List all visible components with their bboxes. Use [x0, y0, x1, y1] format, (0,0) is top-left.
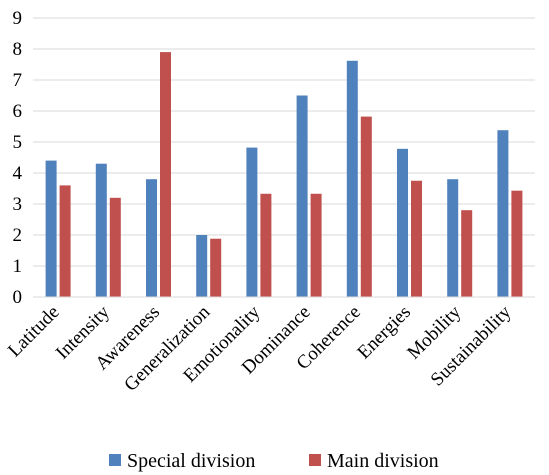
y-tick-label: 8: [13, 39, 23, 60]
y-tick-label: 5: [13, 132, 23, 153]
legend-swatch: [309, 454, 321, 466]
bar-special-division: [246, 147, 258, 297]
legend-swatch: [109, 454, 121, 466]
bar-main-division: [461, 210, 473, 297]
legend-label: Special division: [127, 450, 255, 472]
bar-main-division: [160, 52, 171, 297]
bar-special-division: [397, 148, 408, 297]
x-category-label: Energies: [353, 302, 415, 364]
legend-label: Main division: [327, 450, 439, 472]
y-tick-label: 1: [13, 256, 23, 277]
bar-special-division: [196, 235, 208, 297]
bar-main-division: [59, 185, 71, 297]
bar-special-division: [497, 130, 509, 297]
y-tick-label: 4: [13, 163, 23, 184]
bar-special-division: [146, 179, 157, 297]
y-tick-label: 6: [13, 101, 23, 122]
bar-main-division: [210, 238, 222, 297]
bar-special-division: [296, 95, 308, 297]
bar-main-division: [360, 116, 372, 297]
bar-special-division: [45, 160, 57, 297]
y-tick-label: 0: [13, 287, 23, 308]
bar-main-division: [411, 180, 422, 297]
gridlines: [33, 17, 535, 267]
bar-special-division: [447, 179, 459, 297]
bars: [45, 52, 523, 297]
legend: Special division Main division: [109, 450, 439, 472]
y-tick-label: 7: [13, 70, 23, 91]
y-tick-label: 9: [13, 8, 23, 29]
bar-special-division: [346, 60, 358, 297]
y-tick-label: 3: [13, 194, 23, 215]
bar-main-division: [511, 190, 523, 297]
bar-main-division: [109, 197, 121, 297]
y-tick-label: 2: [13, 225, 23, 246]
x-axis-category-labels: LatitudeIntensityAwarenessGeneralization…: [4, 301, 516, 395]
bar-special-division: [95, 163, 107, 297]
bar-main-division: [260, 193, 272, 297]
y-axis-tick-labels: 0 1 2 3 4 5 6 7 8 9: [13, 8, 23, 308]
bar-main-division: [310, 193, 322, 297]
